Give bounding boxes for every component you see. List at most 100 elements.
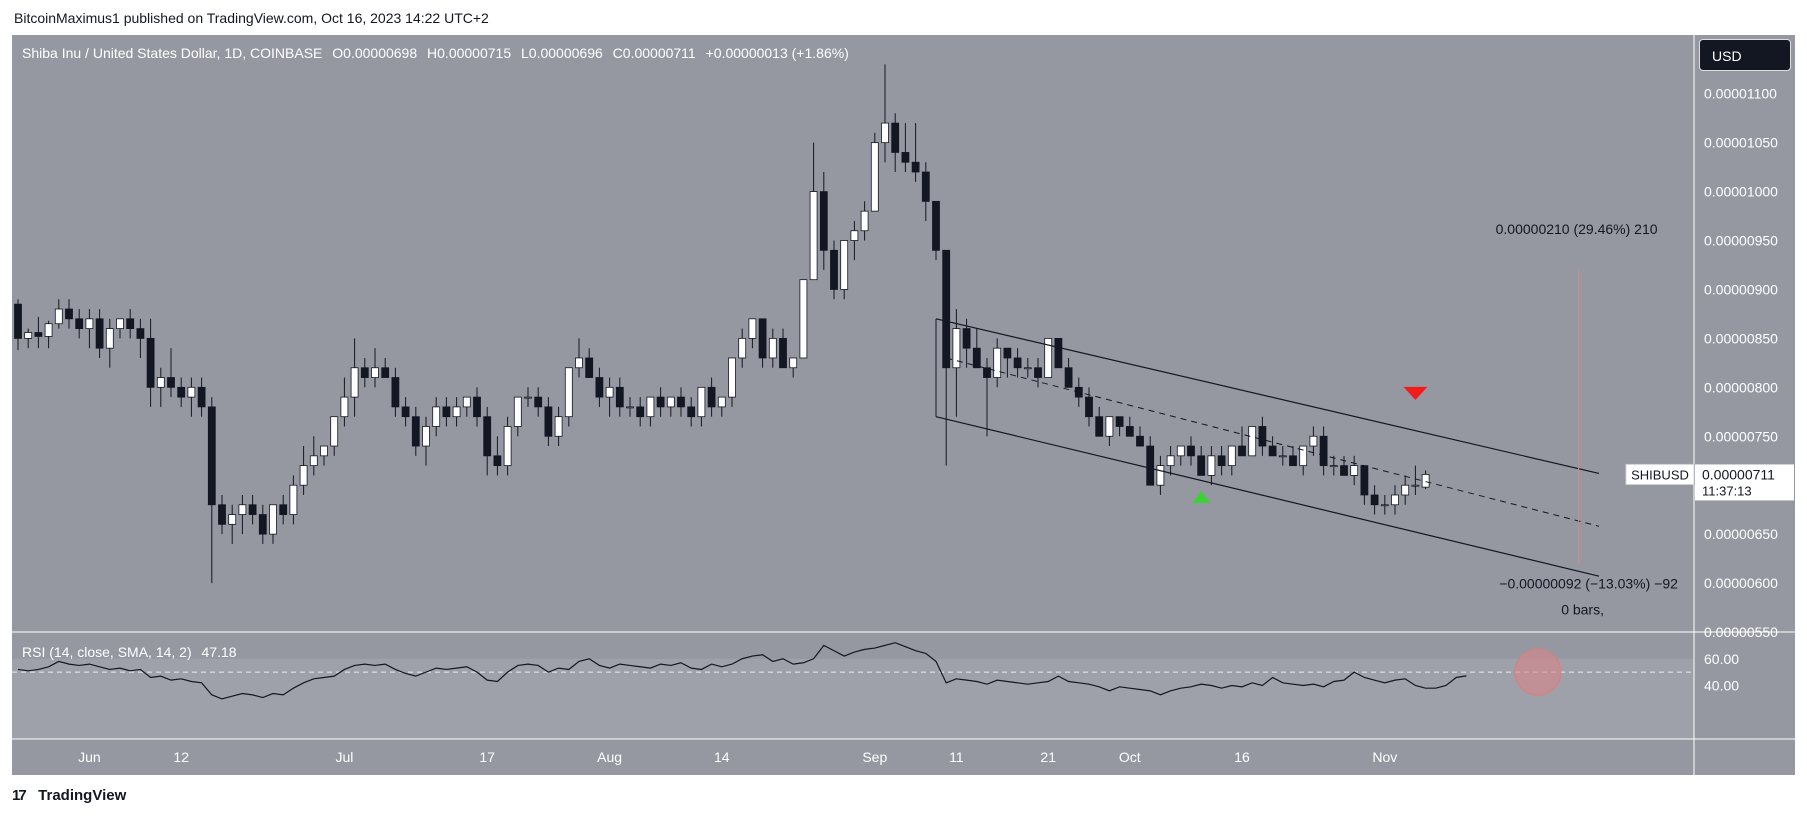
candle-body (34, 332, 43, 337)
price-tick-label: 0.00000750 (1704, 428, 1778, 444)
candle-body (1044, 337, 1053, 378)
candle-body (44, 323, 53, 337)
time-tick-label: 14 (714, 749, 730, 765)
candle-body (819, 191, 828, 251)
price-tick-label: 0.00000550 (1704, 624, 1778, 640)
candle-body (575, 357, 583, 369)
candle-body (789, 357, 798, 369)
low-value: 0.00000696 (528, 45, 603, 61)
last-price-value: 0.00000711 (1702, 466, 1775, 482)
candle-body (717, 396, 726, 408)
candle-body (126, 318, 135, 330)
footer-brand[interactable]: 17 TradingView (12, 787, 126, 804)
candle-body (1023, 367, 1032, 370)
candle-body (411, 416, 420, 447)
time-tick-label: Sep (862, 749, 887, 765)
candle-body (207, 406, 216, 506)
candle-body (1197, 455, 1206, 476)
bar-countdown: 11:37:13 (1702, 483, 1752, 498)
price-tick-label: 0.00001050 (1704, 135, 1778, 151)
candle-body (1064, 367, 1073, 388)
candle-body (1115, 416, 1124, 427)
rsi-tick-label: 60.00 (1704, 651, 1739, 667)
candle-body (1207, 455, 1216, 476)
candle-body (320, 445, 328, 457)
candle-body (1289, 455, 1297, 467)
candle-body (330, 416, 339, 447)
candle-body (993, 347, 1002, 378)
candle-body (962, 328, 971, 349)
rsi-line (17, 642, 1467, 700)
candle-body (942, 249, 951, 369)
price-tick-label: 0.00000850 (1704, 330, 1778, 346)
candle-body (442, 406, 451, 418)
candle-body (901, 152, 910, 163)
rsi-highlight-circle (1514, 648, 1562, 696)
time-tick-label: Jul (335, 749, 353, 765)
candle-body (54, 308, 63, 325)
candle-body (524, 396, 532, 399)
candle-body (1217, 455, 1226, 467)
price-tick-label: 0.00000650 (1704, 526, 1778, 542)
candle-body (371, 367, 379, 378)
low-key: L (521, 45, 529, 61)
candle-body (391, 377, 400, 408)
candle-body (1278, 455, 1287, 458)
price-tick-label: 0.00000950 (1704, 233, 1778, 249)
candle-body (840, 240, 849, 290)
chart-frame[interactable]: 0.000005500.000006000.000006500.00000700… (12, 35, 1795, 775)
time-tick-label: Aug (597, 749, 622, 765)
candle-body (707, 386, 716, 408)
candle-body (1187, 445, 1195, 457)
candle-body (860, 210, 869, 232)
channel-lower-line (935, 416, 1600, 577)
candle-body (983, 367, 991, 378)
candle-body (1238, 445, 1246, 457)
change-value: +0.00000013 (+1.86%) (705, 45, 849, 61)
candle-body (513, 396, 522, 427)
time-tick-label: 12 (173, 749, 189, 765)
candle-body (105, 328, 114, 349)
candle-body (177, 386, 186, 398)
candle-body (830, 249, 838, 290)
chart-canvas[interactable]: 0.000005500.000006000.000006500.00000700… (12, 35, 1795, 775)
candle-body (799, 279, 808, 359)
measure-bars-label: 0 bars, (1561, 601, 1604, 617)
time-tick-label: 11 (949, 749, 964, 765)
candle-body (1258, 426, 1267, 447)
brand-name: TradingView (38, 787, 127, 804)
candle-body (615, 386, 624, 408)
candle-body (167, 377, 175, 388)
candle-body (1411, 484, 1420, 487)
candle-body (1380, 504, 1389, 507)
candle-body (299, 465, 308, 486)
candle-body (881, 122, 889, 144)
candle-body (422, 426, 430, 447)
candle-body (779, 337, 787, 369)
candle-body (1003, 347, 1012, 359)
channel-mid-line (946, 357, 1600, 527)
candle-body (452, 406, 461, 418)
rsi-band (12, 658, 1694, 739)
candle-body (1350, 465, 1359, 476)
candle-body (677, 396, 685, 408)
rsi-legend: RSI (14, close, SMA, 14, 2) 47.18 (22, 644, 237, 660)
last-price-tag (1695, 464, 1794, 501)
price-tick-label: 0.00000600 (1704, 575, 1778, 591)
open-key: O (332, 45, 344, 61)
symbol-title[interactable]: Shiba Inu / United States Dollar, 1D, CO… (22, 45, 323, 61)
candle-body (1227, 445, 1236, 467)
currency-button[interactable]: USD (1699, 39, 1791, 71)
time-tick-label: Oct (1119, 749, 1141, 765)
candle-body (1125, 426, 1134, 437)
candle-body (636, 406, 645, 418)
candle-body (1391, 494, 1399, 506)
candle-body (1095, 416, 1104, 437)
candle-body (1360, 465, 1369, 496)
buy-signal-arrow (1192, 490, 1211, 503)
candle-body (228, 514, 237, 525)
candle-body (1340, 465, 1348, 476)
rsi-params[interactable]: RSI (14, close, SMA, 14, 2) (22, 644, 192, 660)
candle-body (432, 406, 441, 427)
candle-body (493, 455, 502, 467)
